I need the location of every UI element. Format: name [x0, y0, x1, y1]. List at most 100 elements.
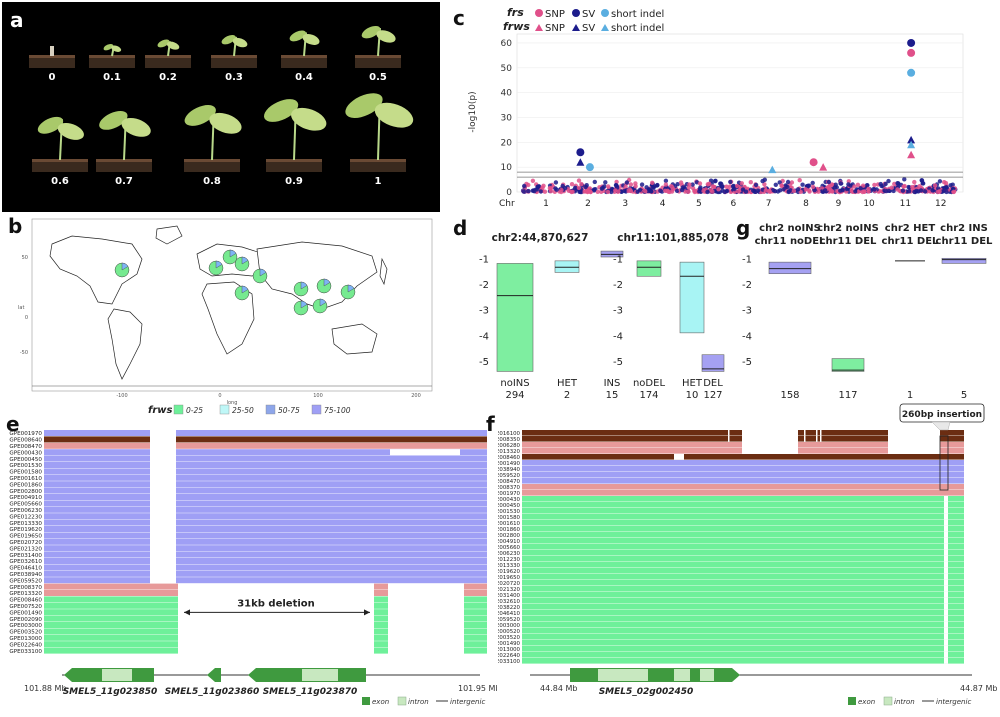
snp-point — [779, 183, 784, 188]
snp-point — [948, 183, 953, 188]
insertion-gap — [944, 538, 948, 544]
snp-point — [773, 182, 778, 187]
haplotype-cell — [176, 468, 487, 475]
snp-point — [810, 180, 815, 186]
plot-area — [516, 33, 964, 193]
legend-indel-text: short indel — [611, 9, 664, 20]
haplotype-cell — [522, 586, 964, 592]
group-label-2: chr11 DEL — [882, 236, 940, 247]
group-count: 5 — [961, 390, 967, 400]
snp-point — [554, 187, 559, 192]
deletion-label: 31kb deletion — [237, 598, 315, 609]
snp-point — [866, 189, 871, 194]
y-tick-label: -1 — [479, 254, 489, 265]
legend-frs-indel-marker — [601, 9, 609, 17]
group-label: DEL — [703, 378, 723, 389]
chr-tick-label: 7 — [766, 199, 772, 209]
insertion-gap — [944, 610, 948, 616]
snp-point — [599, 186, 605, 191]
y-tick-label: -3 — [742, 306, 752, 317]
insertion-gap — [944, 550, 948, 556]
haplotype-cell — [176, 436, 487, 443]
snp-point — [718, 181, 723, 186]
row-label: GPE006280 — [498, 443, 521, 449]
row-label: GPE000430 — [498, 497, 521, 503]
snp-point — [576, 178, 582, 183]
haplotype-cell — [176, 558, 487, 564]
snp-point — [585, 189, 590, 194]
snp-point — [603, 180, 608, 185]
snp-point — [912, 179, 917, 185]
panel-d-boxplots: chr2:44,870,627 -1 -2 -3 -4 -5 noINS 294 HET 2 INS… — [445, 214, 730, 400]
pot-label: 0.4 — [295, 72, 313, 83]
haplotype-cell — [176, 519, 487, 526]
snp-point — [902, 177, 907, 182]
snp-point — [663, 188, 668, 193]
snp-point — [606, 184, 611, 189]
haplotype-cell — [44, 455, 150, 462]
snp-point — [739, 181, 744, 186]
haplotype-cell — [44, 596, 178, 603]
boxplots-g: -1 -2 -3 -4 -5 chr2 noINS chr11 noDEL 158 chr2 n… — [742, 223, 993, 400]
legend-sv-text: SV — [582, 23, 595, 34]
snp-point — [622, 188, 627, 194]
group-label: INS — [604, 378, 621, 389]
group-count: 1 — [907, 390, 913, 400]
snp-point — [886, 178, 891, 184]
snp-point — [762, 182, 767, 187]
row-label: GPE008460 — [498, 455, 521, 461]
highlight-circle — [907, 68, 916, 77]
y-tick-label: 60 — [501, 39, 513, 49]
y-tick-label: -5 — [613, 357, 623, 368]
haplotype-cell — [176, 551, 487, 558]
plant-leaf — [302, 34, 320, 45]
haplotype-cell — [176, 487, 487, 494]
haplotype-cell — [464, 622, 487, 628]
haplotype-cell — [798, 442, 888, 448]
row-label: GPE031400 — [498, 593, 521, 599]
y-tick-label: 50 — [501, 64, 513, 74]
box-title: chr11:101,885,078 — [617, 232, 728, 244]
row-label: GPE059520 — [498, 473, 521, 479]
frws-range-label: 0-25 — [186, 406, 203, 415]
pot-label: 0.7 — [115, 176, 133, 187]
plant-pot — [89, 56, 135, 68]
haplotype-cell — [522, 508, 964, 514]
box-title: chr2:44,870,627 — [492, 232, 589, 244]
legend-exon-text: exon — [858, 698, 875, 706]
snp-point — [740, 187, 746, 192]
pie-slice — [347, 284, 355, 293]
snp-point — [883, 181, 888, 187]
legend-frs-snp-marker — [535, 9, 543, 17]
haplotype-gap — [816, 436, 818, 442]
snp-point — [826, 179, 832, 185]
pot-soil — [355, 55, 401, 58]
haplotype-cell — [44, 583, 178, 590]
pie-slice — [215, 260, 223, 269]
legend-snp-text: SNP — [545, 9, 565, 20]
haplotype-cell — [522, 640, 964, 646]
haplotype-cell — [464, 634, 487, 641]
snp-point — [663, 182, 669, 187]
row-label: GPE019620 — [498, 569, 521, 575]
group-count: 117 — [838, 390, 857, 400]
legend-indel-text: short indel — [611, 23, 664, 34]
haplotype-cell — [522, 622, 964, 628]
haplotype-cell — [464, 628, 487, 635]
snp-point — [942, 185, 947, 191]
pot-label: 0.9 — [285, 176, 303, 187]
y-tick-label: -2 — [742, 280, 752, 291]
chr-tick-label: 9 — [836, 199, 842, 209]
haplotype-cell — [176, 449, 487, 456]
plant-leaf — [209, 112, 242, 134]
row-label: GPE033100 — [9, 649, 42, 655]
row-label: GPE020720 — [498, 581, 521, 587]
plant-pot — [145, 56, 191, 68]
y-tick-label: -2 — [613, 280, 623, 291]
insertion-gap — [944, 640, 948, 646]
plant-stub — [50, 46, 54, 56]
row-label: GPE013320 — [498, 449, 521, 455]
haplotype-cell — [44, 545, 150, 552]
snp-point — [623, 184, 628, 190]
